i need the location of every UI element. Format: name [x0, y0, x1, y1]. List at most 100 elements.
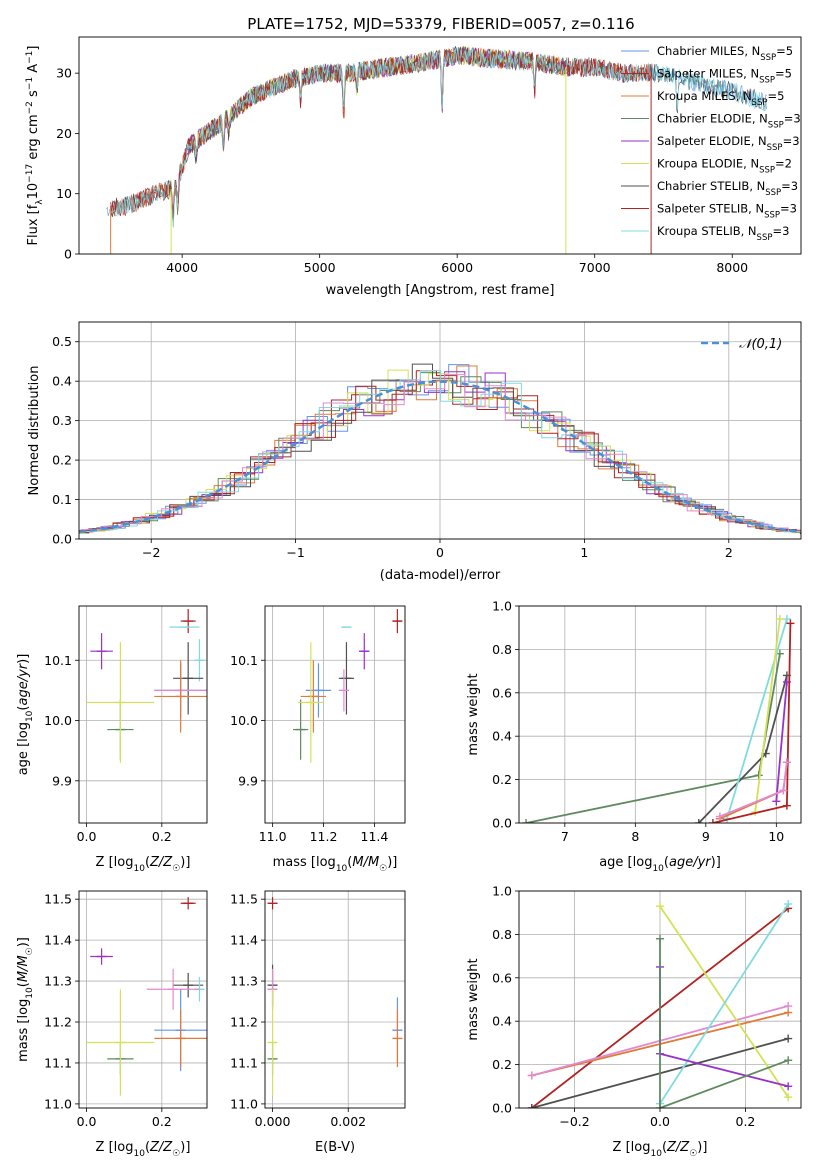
legend-text: Salpeter STELIB, N: [657, 202, 764, 216]
x-tick-label: 0.2: [152, 829, 172, 844]
y-tick-label: 1.0: [492, 599, 512, 614]
x-axis-label-part: 10: [336, 864, 348, 874]
legend-tail: =3: [783, 134, 800, 148]
x-tick-label: 6000: [441, 260, 473, 275]
panel-mass-vs-Z: 0.0 0.211.011.111.211.311.411.5Z [log10(Z…: [16, 890, 208, 1159]
error-bar-point: [180, 609, 196, 634]
legend-entry: Chabrier MILES, NSSP=5: [657, 44, 793, 63]
legend-text: Chabrier ELODIE, N: [657, 112, 768, 126]
y-axis-label: Flux [fλ10−17 erg cm−2 s−1 A−1]: [25, 46, 45, 246]
axes-frame: [264, 890, 406, 1109]
y-axis-label-part: Flux [f: [26, 204, 41, 245]
y-tick-label: 11.3: [230, 974, 258, 989]
y-axis-label-part: age/yr: [16, 662, 31, 705]
y-tick-label: 9.9: [52, 773, 72, 788]
y-tick-label: 11.0: [230, 1096, 258, 1111]
x-axis-label-part: (: [664, 855, 669, 870]
histogram-series: [79, 363, 801, 533]
legend-entry: Salpeter MILES, NSSP=5: [657, 67, 792, 86]
x-axis-label-part: 10: [650, 1149, 662, 1159]
y-tick-label: 0.4: [492, 729, 512, 744]
x-axis-label-part: )]: [180, 1140, 190, 1155]
panel-mass-vs-EBV: 0.000 0.002 11.0 11.1 11.2 11.3 11.4 11.5: [230, 890, 406, 1129]
y-axis-label-part: −2: [25, 101, 35, 114]
y-axis-label-part: −17: [25, 164, 35, 183]
y-tick-label: 0.1: [52, 492, 72, 507]
y-axis-label-part: −1: [25, 77, 35, 90]
y-axis-label-part: )]: [16, 654, 31, 664]
error-bar-point: [267, 897, 278, 910]
y-axis-label-part: M/M: [16, 955, 31, 982]
y-tick-label: 11.1: [44, 1055, 72, 1070]
legend-sub: SSP: [765, 188, 781, 198]
y-tick-label: 0.6: [492, 685, 512, 700]
y-tick-label: 11.4: [44, 933, 72, 948]
x-axis-label-part: )]: [697, 1140, 707, 1155]
axes-frame: [518, 890, 802, 1109]
legend-tail: =3: [784, 112, 801, 126]
x-axis-label-part: (: [347, 855, 352, 870]
histogram-series: [80, 371, 801, 532]
y-tick-label: 0.0: [492, 816, 512, 831]
y-tick-label: 0.8: [492, 927, 512, 942]
panel-age-vs-Z: 0.0 0.29.910.010.1Z [log10(Z/Z☉)]age [log…: [16, 605, 208, 874]
weight-line: [659, 905, 789, 1098]
legend-tail: =5: [775, 67, 792, 81]
x-axis-label-part: ☉: [172, 1149, 180, 1159]
axes-frame: [518, 605, 802, 824]
x-axis-label: Z [log10(Z/Z☉)]: [96, 855, 191, 874]
weight-line: [775, 681, 788, 802]
x-axis-label-part: Z/Z: [149, 1140, 173, 1155]
y-tick-label: 11.0: [44, 1096, 72, 1111]
x-axis-label-part: Z/Z: [149, 855, 173, 870]
y-tick-label: 30: [56, 66, 72, 81]
legend-text: Chabrier MILES, N: [657, 44, 760, 58]
x-tick-label: −1: [286, 545, 304, 560]
y-axis-label-part: mass [log: [16, 999, 31, 1062]
x-axis-label-part: Z [log: [613, 1140, 651, 1155]
panel-weight-vs-Z: −0.2 0.0 0.2 0.0 0.2 0.4 0.6 0.8 1.0 Z [log10(Z/Z…: [466, 884, 802, 1159]
x-tick-label: 5000: [304, 260, 336, 275]
legend-tail: =5: [767, 89, 784, 103]
legend-tail: =5: [776, 44, 793, 58]
axes-frame: [264, 605, 406, 824]
x-tick-label: 9: [702, 829, 710, 844]
weight-line: [659, 938, 789, 1108]
legend-sub: SSP: [759, 76, 775, 86]
x-axis-label-part: ☉: [172, 864, 180, 874]
x-tick-label: 0.2: [152, 1114, 172, 1129]
histogram-series: [79, 370, 801, 533]
legend-text: Kroupa STELIB, N: [657, 224, 757, 238]
y-tick-label: 9.9: [238, 773, 258, 788]
y-axis-label-part: 10: [26, 183, 41, 200]
error-bar-point: [173, 972, 204, 998]
y-tick-label: 0.4: [492, 1014, 512, 1029]
x-tick-label: 8: [631, 829, 639, 844]
y-axis-label-part: (: [16, 982, 31, 987]
x-axis-label: mass [log10(M/M☉)]: [273, 855, 398, 874]
y-tick-label: 10.1: [44, 653, 72, 668]
x-tick-label: 7: [561, 829, 569, 844]
x-axis-label-part: (: [662, 1140, 667, 1155]
error-bar-point: [305, 663, 332, 718]
x-axis-label-part: mass [log: [273, 855, 336, 870]
y-tick-label: 10.1: [230, 653, 258, 668]
gaussian-curve: [78, 380, 802, 534]
spectrum-line: [110, 47, 653, 219]
error-bar-point: [300, 660, 327, 733]
x-axis-label-part: )]: [180, 855, 190, 870]
y-tick-label: 0.3: [52, 413, 72, 428]
y-axis-label-part: ☉: [25, 947, 35, 955]
weight-line: [525, 653, 781, 823]
error-bar-point: [338, 669, 349, 712]
y-axis-label: mass [log10(M/M☉)]: [16, 937, 35, 1062]
y-tick-label: 0.0: [52, 532, 72, 547]
error-bar-point: [86, 642, 155, 763]
x-axis-label-part: ☉: [689, 1149, 697, 1159]
error-bar-point: [180, 897, 196, 910]
x-tick-label: 0.002: [330, 1114, 366, 1129]
legend-entry: Kroupa MILES, NSSP=5: [657, 89, 784, 108]
y-axis-label-part: erg cm: [26, 114, 41, 163]
error-bar-point: [359, 633, 370, 670]
error-bar-point: [267, 989, 278, 1096]
